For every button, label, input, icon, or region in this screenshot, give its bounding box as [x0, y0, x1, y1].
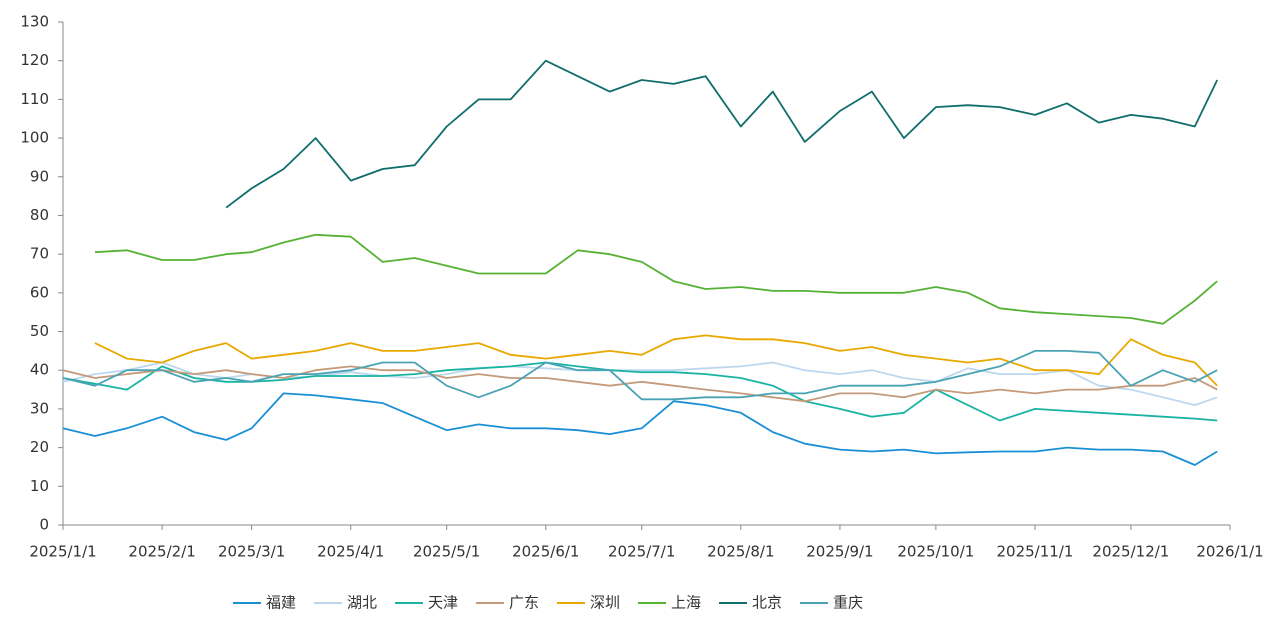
- y-tick-label: 40: [30, 361, 49, 379]
- y-tick-label: 80: [30, 206, 49, 224]
- x-tick-label: 2025/7/1: [608, 543, 675, 561]
- series-line: [225, 59, 1219, 209]
- x-tick-label: 2026/1/1: [1196, 543, 1263, 561]
- series-line: [62, 350, 1218, 401]
- y-tick-label: 0: [39, 516, 49, 534]
- x-tick-label: 2025/3/1: [218, 543, 285, 561]
- legend-label: 深圳: [590, 594, 620, 612]
- legend-label: 重庆: [833, 594, 863, 612]
- x-tick-label: 2025/4/1: [317, 543, 384, 561]
- legend-label: 湖北: [347, 594, 377, 612]
- y-tick-label: 90: [30, 167, 49, 185]
- y-tick-label: 100: [20, 129, 49, 147]
- y-tick-label: 20: [30, 438, 49, 456]
- x-tick-label: 2025/8/1: [707, 543, 774, 561]
- x-tick-label: 2025/6/1: [512, 543, 579, 561]
- y-tick-label: 110: [20, 90, 49, 108]
- legend-label: 上海: [671, 594, 701, 612]
- y-tick-label: 120: [20, 51, 49, 69]
- x-tick-label: 2025/2/1: [128, 543, 195, 561]
- x-tick-label: 2025/9/1: [806, 543, 873, 561]
- series-line: [94, 233, 1218, 325]
- series-line: [94, 334, 1218, 387]
- legend-label: 福建: [266, 594, 296, 612]
- x-tick-label: 2025/10/1: [897, 543, 974, 561]
- y-tick-label: 30: [30, 399, 49, 417]
- y-tick-label: 60: [30, 283, 49, 301]
- x-tick-label: 2025/11/1: [997, 543, 1074, 561]
- legend-label: 天津: [428, 594, 458, 612]
- y-tick-label: 130: [20, 13, 49, 31]
- y-tick-label: 10: [30, 477, 49, 495]
- y-tick-label: 70: [30, 245, 49, 263]
- x-tick-label: 2025/12/1: [1092, 543, 1169, 561]
- legend-label: 广东: [509, 594, 539, 612]
- series-line: [62, 365, 1218, 403]
- x-tick-label: 2025/5/1: [413, 543, 480, 561]
- series-line: [62, 392, 1218, 466]
- y-tick-label: 50: [30, 322, 49, 340]
- x-tick-label: 2025/1/1: [29, 543, 96, 561]
- legend-label: 北京: [752, 594, 782, 612]
